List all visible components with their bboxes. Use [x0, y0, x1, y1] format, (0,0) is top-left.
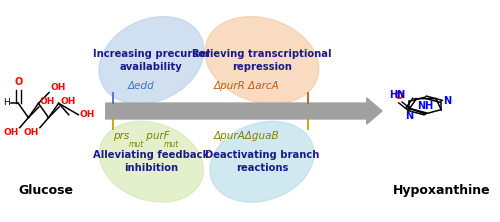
- Text: Δedd: Δedd: [128, 81, 154, 91]
- Text: Hypoxanthine: Hypoxanthine: [394, 184, 491, 197]
- Text: ΔpurR ΔarcA: ΔpurR ΔarcA: [214, 81, 280, 91]
- Text: mut: mut: [164, 140, 178, 149]
- Text: Deactivating branch
reactions: Deactivating branch reactions: [204, 150, 319, 173]
- Text: Glucose: Glucose: [18, 184, 73, 197]
- Text: ΔpurAΔguaB: ΔpurAΔguaB: [214, 131, 280, 141]
- Text: OH: OH: [60, 97, 76, 106]
- Text: OH: OH: [40, 97, 56, 106]
- Ellipse shape: [99, 17, 204, 104]
- Text: Alleviating feedback
inhibition: Alleviating feedback inhibition: [94, 150, 210, 173]
- Text: purF: purF: [143, 131, 170, 141]
- Text: OH: OH: [50, 83, 66, 92]
- Text: Increasing precursor
availability: Increasing precursor availability: [93, 49, 210, 72]
- Text: mut: mut: [129, 140, 144, 149]
- Ellipse shape: [100, 121, 204, 202]
- Text: H: H: [3, 98, 10, 107]
- Text: NH: NH: [418, 101, 434, 111]
- Text: N: N: [404, 111, 413, 121]
- Text: O: O: [14, 77, 22, 87]
- Text: OH: OH: [4, 128, 19, 137]
- Text: prs: prs: [113, 131, 129, 141]
- FancyArrow shape: [106, 98, 382, 124]
- Text: OH: OH: [24, 128, 39, 137]
- Ellipse shape: [210, 121, 314, 202]
- Text: Relieving transcriptional
repression: Relieving transcriptional repression: [192, 49, 332, 72]
- Text: OH: OH: [80, 110, 94, 119]
- Text: O: O: [394, 91, 404, 101]
- Ellipse shape: [205, 17, 319, 104]
- Text: N: N: [444, 96, 452, 106]
- Text: HN: HN: [390, 89, 406, 99]
